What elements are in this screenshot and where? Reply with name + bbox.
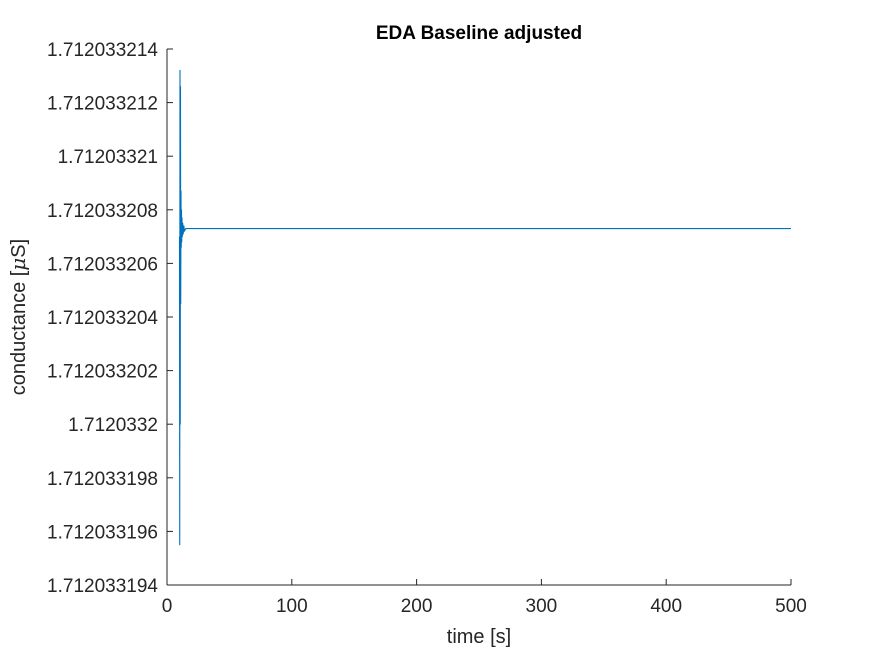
y-ticks: 1.712033194 1.712033196 1.712033198 1.71203… <box>47 40 173 597</box>
x-tick-label: 500 <box>775 596 807 617</box>
x-tick-label: 0 <box>162 596 173 617</box>
x-tick-label: 300 <box>526 596 558 617</box>
y-tick-label: 1.712033204 <box>47 308 158 329</box>
y-axis-label: conductance [μS] <box>6 239 30 395</box>
axes: 0 100 200 300 400 500 1.7120331941.7120331961… <box>47 40 807 617</box>
y-axis-label-mu: μ <box>6 258 30 271</box>
y-tick-label: 1.712033196 <box>47 522 158 543</box>
x-ticks: 0 100 200 300 400 500 <box>162 579 807 617</box>
y-tick-label: 1.712033206 <box>47 254 158 275</box>
series-group <box>178 69 791 546</box>
y-tick-label: 1.712033214 <box>47 40 158 61</box>
x-tick-label: 200 <box>401 596 433 617</box>
y-tick-label: 1.71203321 <box>58 147 158 168</box>
y-tick-label: 1.712033194 <box>47 576 158 597</box>
chart-title: EDA Baseline adjusted <box>376 23 582 44</box>
y-tick-label: 1.712033198 <box>47 469 158 490</box>
eda-series-line <box>178 69 791 546</box>
y-tick-label: 1.712033212 <box>47 94 158 115</box>
y-axis-label-prefix: conductance [ <box>8 270 30 395</box>
y-tick-label: 1.7120332 <box>68 415 158 436</box>
x-tick-label: 100 <box>276 596 308 617</box>
y-tick-label: 1.712033208 <box>47 201 158 222</box>
y-tick-label: 1.712033202 <box>47 362 158 383</box>
y-axis-label-suffix: S] <box>8 239 30 258</box>
x-tick-label: 400 <box>650 596 682 617</box>
x-axis-label: time [s] <box>447 626 511 648</box>
